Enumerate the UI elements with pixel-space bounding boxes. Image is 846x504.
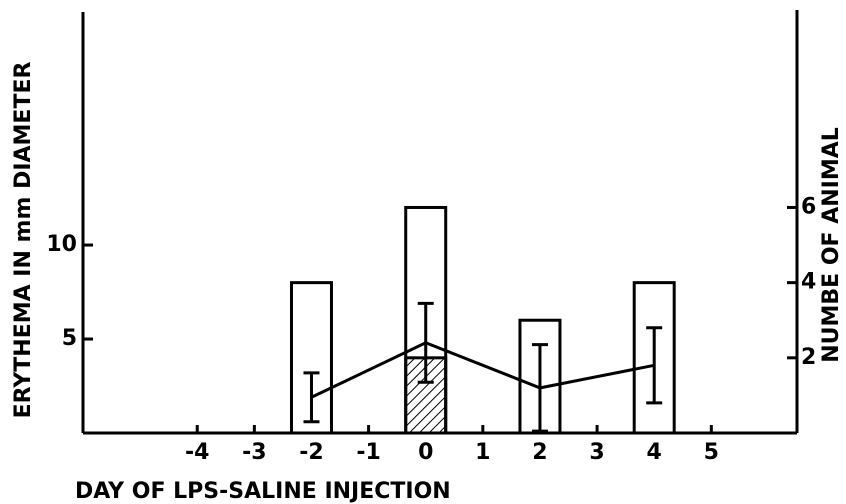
x-tick-label: 5 — [704, 440, 719, 465]
y2-tick-label: 2 — [801, 345, 816, 370]
x-tick-label: 4 — [647, 440, 662, 465]
line — [310, 341, 655, 399]
y2-axis-label: NUMBE OF ANIMAL — [819, 127, 844, 363]
x-tick-label: -1 — [356, 440, 380, 465]
x-tick-label: -4 — [185, 440, 209, 465]
y-axis-label: ERYTHEMA IN mm DIAMETER — [11, 62, 36, 419]
x-tick-label: -2 — [299, 440, 323, 465]
x-tick-label: 2 — [532, 440, 547, 465]
error-bar — [417, 301, 434, 384]
x-tick-label: 3 — [589, 440, 604, 465]
x-tick-label: 0 — [418, 440, 433, 465]
y-tick-label: 10 — [46, 232, 77, 257]
y-tick-label: 5 — [62, 326, 77, 351]
error-bar — [531, 343, 548, 433]
x-axis-label: DAY OF LPS-SALINE INJECTION — [75, 479, 451, 504]
y2-tick-label: 6 — [801, 194, 816, 219]
x-tick-label: 1 — [475, 440, 490, 465]
x-tick-label: -3 — [242, 440, 266, 465]
error-bar — [303, 371, 320, 424]
y2-tick-label: 4 — [801, 270, 816, 295]
error-bar — [646, 326, 663, 405]
